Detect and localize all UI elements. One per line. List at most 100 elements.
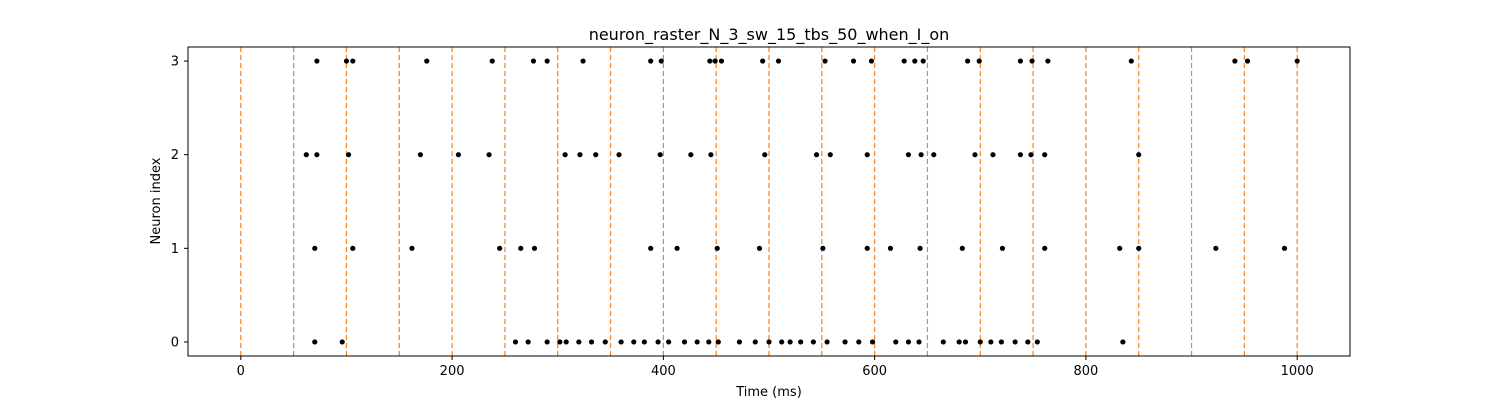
spike-point [766,339,772,345]
spike-point [920,58,926,64]
spike-point [917,245,923,251]
spike-point [577,152,583,158]
spike-point [962,339,969,345]
spike-point [999,245,1006,251]
spike-point [842,339,848,345]
spike-point [868,58,875,64]
spike-point [964,58,971,64]
spike-point [312,339,318,345]
spike-point [959,245,965,251]
spike-point [1042,152,1048,158]
spike-point [905,339,912,345]
spike-point [998,339,1005,345]
spike-point [531,245,538,251]
spike-point [810,339,816,345]
spike-point [1029,58,1035,64]
spike-point [648,58,654,64]
chart-title: neuron_raster_N_3_sw_15_tbs_50_when_I_on [589,25,950,45]
plot-frame [187,46,1351,357]
spike-point [775,58,782,64]
spike-point [486,152,492,158]
spike-point [1017,58,1024,64]
spike-point [580,58,586,64]
spike-point [798,339,804,345]
spike-point [905,152,912,158]
spike-point [931,152,937,158]
spike-point [688,152,694,158]
spike-point [718,58,725,64]
spike-point [544,58,550,64]
spike-point [956,339,962,345]
spike-point [972,152,978,158]
x-tick-label: 200 [440,364,465,379]
spike-point [1025,339,1031,345]
spike-point [593,152,599,158]
spike-point [822,58,828,64]
bin-boundary-lines [240,47,1298,356]
spike-point [706,339,712,345]
spike-point [715,339,721,345]
spike-point [990,152,996,158]
x-tick-label: 800 [1073,364,1098,379]
spike-point [588,339,595,345]
spike-point [497,245,503,251]
y-tick-label: 2 [171,148,179,163]
spike-point [940,339,946,345]
spike-point [813,152,820,158]
spike-point [345,152,352,158]
spike-point [918,152,924,158]
y-axis-ticks: 0 1 2 3 [171,55,188,350]
y-tick-label: 0 [171,335,179,350]
spike-point [762,152,768,158]
spike-point [518,245,524,251]
x-tick-label: 400 [651,364,676,379]
spike-point [827,152,833,158]
spike-point [779,339,785,345]
spike-point [864,245,870,251]
spike-point [525,339,531,345]
spike-point [1120,339,1126,345]
spike-point [314,152,320,158]
x-axis-ticks: 0 200 400 600 800 1000 [237,356,1314,379]
spike-point [602,339,608,345]
spike-point [1281,245,1288,251]
spike-point [674,245,680,251]
spike-point [563,339,569,345]
spike-point [1294,58,1300,64]
spike-point [455,152,462,158]
spike-point [708,152,714,158]
spike-point [887,245,894,251]
spike-point [1136,152,1142,158]
spike-point [1244,58,1251,64]
spike-point [658,58,664,64]
spike-point [864,152,870,158]
spike-point [824,339,830,345]
spike-point [756,245,763,251]
spike-point [314,58,320,64]
x-tick-label: 1000 [1281,364,1314,379]
spike-point [707,58,713,64]
spike-point [714,245,720,251]
spike-point [655,339,661,345]
spike-point [312,245,318,251]
spike-point [681,339,688,345]
spike-point [657,152,663,158]
spike-point [893,339,899,345]
spike-point [869,339,876,345]
spike-point [576,339,582,345]
spike-point [530,58,537,64]
spike-point [350,58,356,64]
spike-point [544,339,550,345]
spike-point [712,58,718,64]
spike-point [339,339,345,345]
spike-point [856,339,862,345]
y-tick-label: 1 [171,242,179,257]
spike-point [1017,152,1024,158]
spike-point [736,339,743,345]
spike-point [343,58,350,64]
spike-point [1136,245,1142,251]
spike-markers [303,58,1300,345]
spike-point [350,245,356,251]
spike-point [618,339,624,345]
